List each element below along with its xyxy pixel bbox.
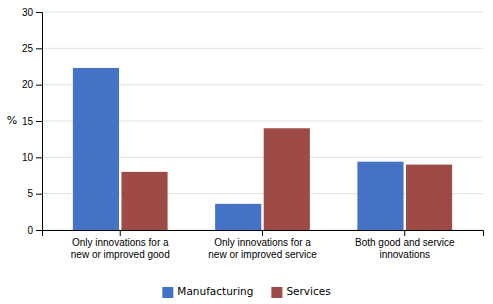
legend-item: Manufacturing	[162, 285, 253, 298]
y-axis: 0 5 10 15 20 25 30	[22, 7, 43, 236]
legend-label: Services	[286, 285, 330, 297]
x-axis: Only innovations for anew or improved go…	[43, 230, 484, 260]
tick: 0	[27, 225, 42, 236]
grid-line	[42, 48, 483, 49]
series	[121, 128, 452, 230]
axis-line	[36, 13, 43, 231]
tick: Only innovations for anew or improved se…	[208, 230, 317, 260]
bar	[73, 68, 119, 230]
tick-label: 15	[22, 116, 34, 127]
series	[73, 68, 404, 230]
bar	[264, 128, 310, 230]
tick-mark	[404, 230, 405, 236]
tick: 20	[22, 79, 42, 90]
tick-label: 5	[27, 188, 33, 199]
tick-label: Only innovations for anew or improved go…	[71, 237, 170, 260]
tick-mark	[36, 12, 42, 13]
bar	[357, 162, 403, 230]
tick: 25	[22, 43, 42, 54]
grid-line	[42, 12, 483, 13]
tick-mark	[36, 48, 42, 49]
tick-mark	[262, 230, 263, 236]
tick-label: Only innovations for anew or improved se…	[208, 237, 317, 260]
tick: Only innovations for anew or improved go…	[71, 230, 170, 260]
tick-label: 20	[22, 79, 34, 90]
tick-label: 10	[22, 152, 34, 163]
tick-mark	[36, 194, 42, 195]
legend-swatch	[271, 287, 282, 298]
grid	[42, 12, 483, 230]
tick: 5	[27, 188, 42, 199]
tick-label: 0	[27, 225, 33, 236]
tick: 15	[22, 116, 42, 127]
legend: Manufacturing Services	[162, 285, 330, 298]
tick-label: Both good and serviceinnovations	[355, 237, 455, 260]
tick: 10	[22, 152, 42, 163]
chart: 0 5 10 15 20 25 30 Only innovations for anew or…	[0, 0, 493, 304]
tick-mark	[36, 85, 42, 86]
bar	[406, 165, 452, 230]
legend-item: Services	[271, 285, 330, 298]
tick-label: 30	[22, 7, 34, 18]
y-axis-label: %	[7, 114, 17, 127]
tick: 30	[22, 7, 42, 18]
legend-swatch	[162, 287, 173, 298]
axis-line	[43, 231, 484, 237]
bar	[215, 204, 261, 230]
bars	[73, 68, 452, 230]
tick-mark	[36, 157, 42, 158]
tick-mark	[36, 121, 42, 122]
tick-mark	[120, 230, 121, 236]
plot: 0 5 10 15 20 25 30 Only innovations for anew or…	[22, 7, 484, 260]
bar	[121, 172, 167, 230]
tick-mark	[36, 230, 42, 231]
tick: Both good and serviceinnovations	[355, 230, 455, 260]
legend-label: Manufacturing	[177, 285, 253, 297]
tick-label: 25	[22, 43, 34, 54]
